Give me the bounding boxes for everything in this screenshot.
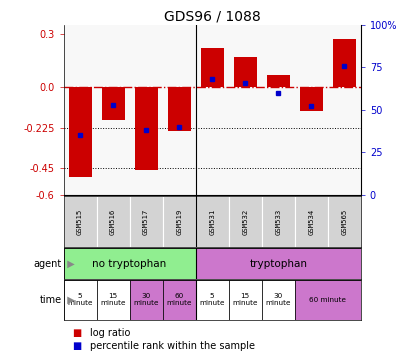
Text: percentile rank within the sample: percentile rank within the sample	[90, 341, 254, 351]
Bar	[129, 196, 162, 247]
Bar	[294, 196, 327, 247]
Bar	[97, 196, 129, 247]
Bar	[97, 280, 129, 320]
Bar	[261, 196, 294, 247]
Text: 5
minute: 5 minute	[199, 293, 225, 306]
Text: GSM517: GSM517	[143, 208, 149, 235]
Bar	[68, 87, 91, 177]
Text: GSM534: GSM534	[308, 208, 313, 235]
Text: 60 minute: 60 minute	[308, 297, 346, 303]
Text: GSM565: GSM565	[340, 208, 346, 235]
Bar	[63, 248, 195, 279]
Bar	[195, 248, 360, 279]
Title: GDS96 / 1088: GDS96 / 1088	[164, 10, 260, 24]
Bar	[63, 196, 97, 247]
Text: 30
minute: 30 minute	[265, 293, 290, 306]
Bar	[299, 87, 322, 111]
Text: 15
minute: 15 minute	[232, 293, 257, 306]
Text: ▶: ▶	[61, 295, 75, 305]
Text: ▶: ▶	[61, 258, 75, 269]
Bar	[233, 57, 256, 87]
Bar	[167, 87, 190, 131]
Text: no tryptophan: no tryptophan	[92, 258, 166, 269]
Bar	[63, 280, 97, 320]
Bar	[162, 280, 195, 320]
Text: GSM533: GSM533	[274, 208, 281, 235]
Bar	[228, 280, 261, 320]
Text: 30
minute: 30 minute	[133, 293, 158, 306]
Text: tryptophan: tryptophan	[249, 258, 306, 269]
Text: ■: ■	[72, 328, 81, 338]
Text: 5
minute: 5 minute	[67, 293, 92, 306]
Text: ■: ■	[72, 341, 81, 351]
Bar	[261, 280, 294, 320]
Bar	[332, 39, 355, 87]
Text: GSM519: GSM519	[176, 208, 182, 235]
Bar	[162, 196, 195, 247]
Bar	[327, 196, 360, 247]
Bar	[294, 280, 360, 320]
Text: 60
minute: 60 minute	[166, 293, 191, 306]
Bar	[101, 87, 124, 120]
Text: time: time	[39, 295, 61, 305]
Bar	[200, 48, 223, 87]
Bar	[228, 196, 261, 247]
Bar	[129, 280, 162, 320]
Text: GSM532: GSM532	[242, 208, 247, 235]
Bar	[195, 196, 228, 247]
Bar	[134, 87, 157, 170]
Text: GSM516: GSM516	[110, 208, 116, 235]
Text: agent: agent	[33, 258, 61, 269]
Bar	[195, 280, 228, 320]
Text: GSM515: GSM515	[77, 208, 83, 235]
Text: 15
minute: 15 minute	[100, 293, 126, 306]
Bar	[266, 75, 289, 87]
Text: GSM531: GSM531	[209, 208, 215, 235]
Text: log ratio: log ratio	[90, 328, 130, 338]
